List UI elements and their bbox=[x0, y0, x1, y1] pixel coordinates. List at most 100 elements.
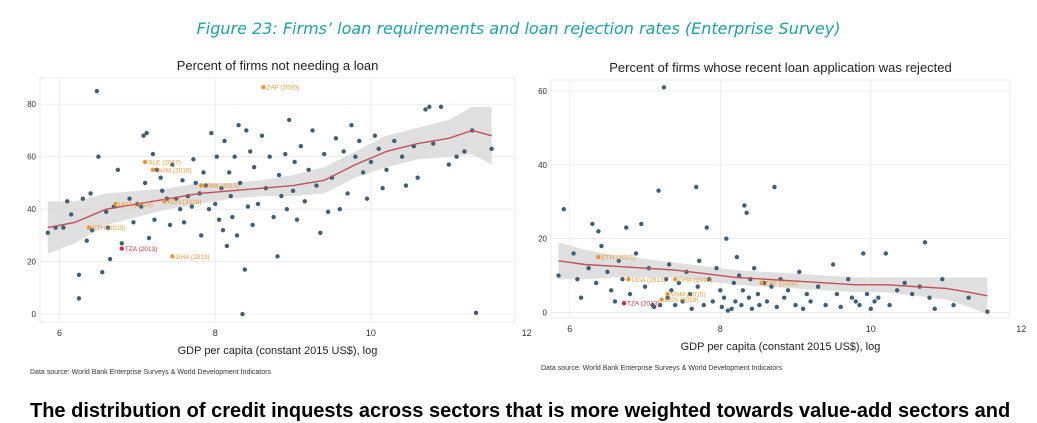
chart-not-needing-loan: Percent of firms not needing a loan ZAF (… bbox=[27, 54, 532, 378]
data-point bbox=[76, 296, 82, 301]
data-point bbox=[596, 229, 601, 234]
data-point bbox=[368, 159, 374, 165]
data-point bbox=[127, 196, 132, 201]
data-point bbox=[571, 251, 576, 256]
data-point bbox=[734, 254, 740, 260]
data-point bbox=[232, 154, 237, 159]
data-point bbox=[757, 302, 762, 308]
fit-line bbox=[558, 260, 988, 297]
data-point bbox=[473, 310, 479, 316]
highlight-label: KEN (2018) bbox=[168, 199, 202, 206]
data-point bbox=[68, 212, 74, 217]
data-point bbox=[909, 291, 915, 297]
data-point bbox=[769, 284, 774, 289]
y-tick-label: 40 bbox=[538, 161, 547, 170]
data-point bbox=[160, 188, 165, 194]
data-point bbox=[590, 221, 595, 227]
x-tick-label: 12 bbox=[1016, 324, 1026, 334]
data-point bbox=[883, 251, 889, 256]
data-point bbox=[302, 199, 307, 204]
data-point bbox=[616, 258, 621, 264]
data-point bbox=[240, 311, 245, 317]
data-point bbox=[131, 220, 136, 225]
highlight-point bbox=[621, 301, 627, 306]
highlight-point bbox=[198, 183, 204, 188]
data-point bbox=[403, 183, 409, 188]
data-point bbox=[357, 138, 362, 144]
data-point bbox=[167, 222, 173, 228]
data-point bbox=[639, 221, 644, 227]
y-tick-label: 60 bbox=[538, 87, 547, 96]
data-point bbox=[206, 206, 212, 212]
figure-caption: Figure 23: Firms’ loan requirements and … bbox=[196, 19, 841, 38]
data-point bbox=[624, 225, 629, 230]
confidence-band bbox=[47, 106, 492, 254]
charts-canvas: Percent of firms not needing a loan ZAF (… bbox=[27, 54, 1027, 378]
data-point bbox=[144, 130, 149, 136]
data-point bbox=[764, 299, 770, 304]
data-point bbox=[661, 85, 667, 90]
data-point bbox=[65, 199, 70, 204]
data-point bbox=[701, 302, 706, 308]
data-point bbox=[608, 288, 614, 293]
highlight-label: ZAF (2020) bbox=[266, 85, 299, 92]
data-point bbox=[318, 230, 323, 235]
data-point bbox=[804, 291, 810, 297]
x-tick-label: 10 bbox=[366, 328, 376, 338]
body-text: The distribution of credit inquests acro… bbox=[30, 400, 1011, 422]
data-point bbox=[94, 88, 100, 94]
data-point bbox=[782, 295, 787, 300]
data-point bbox=[248, 149, 253, 154]
data-point bbox=[676, 280, 682, 286]
data-point bbox=[392, 138, 397, 144]
data-point bbox=[446, 162, 452, 167]
highlight-point bbox=[162, 199, 167, 204]
x-tick-label: 6 bbox=[567, 324, 572, 334]
data-point bbox=[242, 267, 247, 272]
highlight-point bbox=[261, 84, 266, 90]
data-point bbox=[349, 123, 354, 128]
data-point bbox=[657, 302, 663, 308]
data-point bbox=[146, 235, 152, 241]
highlight-label: VNM (2015) bbox=[671, 292, 706, 299]
data-point bbox=[815, 284, 821, 289]
x-tick-label: 8 bbox=[213, 328, 218, 338]
data-point bbox=[940, 277, 945, 282]
data-point bbox=[255, 201, 261, 207]
data-point bbox=[294, 217, 300, 222]
data-point bbox=[633, 251, 639, 256]
data-point bbox=[663, 277, 669, 282]
data-point bbox=[689, 306, 694, 311]
x-tick-label: 8 bbox=[718, 324, 723, 334]
chart-title: Percent of firms whose recent loan appli… bbox=[609, 60, 952, 75]
data-point bbox=[578, 295, 584, 300]
data-point bbox=[84, 238, 89, 243]
data-point bbox=[680, 299, 685, 304]
data-point bbox=[267, 154, 272, 159]
data-point bbox=[236, 123, 241, 128]
data-point bbox=[105, 225, 110, 230]
data-point bbox=[431, 141, 436, 146]
data-point bbox=[830, 262, 836, 267]
data-point bbox=[107, 256, 113, 262]
data-point bbox=[141, 133, 146, 138]
data-source: Data source: World Bank Enterprise Surve… bbox=[30, 369, 271, 376]
highlight-point bbox=[113, 201, 118, 207]
data-point bbox=[744, 210, 749, 216]
data-point bbox=[823, 302, 828, 308]
data-point bbox=[271, 214, 276, 220]
data-point bbox=[322, 151, 327, 157]
data-point bbox=[345, 191, 350, 196]
data-point bbox=[364, 196, 370, 201]
data-point bbox=[189, 204, 195, 209]
data-point bbox=[872, 299, 877, 304]
data-point bbox=[774, 304, 779, 310]
data-point bbox=[353, 154, 358, 159]
data-point bbox=[651, 304, 657, 310]
data-point bbox=[115, 167, 121, 173]
data-point bbox=[808, 299, 813, 304]
data-point bbox=[706, 277, 712, 282]
data-point bbox=[922, 240, 928, 245]
data-point bbox=[170, 162, 175, 167]
data-point bbox=[454, 154, 459, 159]
